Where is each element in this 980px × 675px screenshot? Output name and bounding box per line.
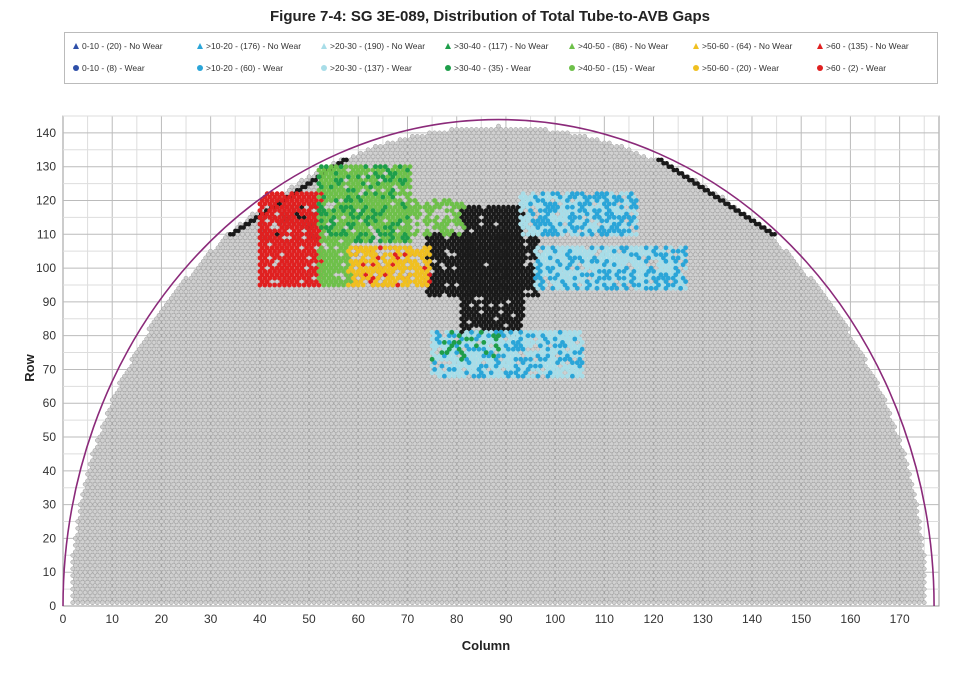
- scatter-plot: 0 10 20 30 40 50 60 70 80 90 100 110 120 130 140 150 160…: [0, 0, 980, 675]
